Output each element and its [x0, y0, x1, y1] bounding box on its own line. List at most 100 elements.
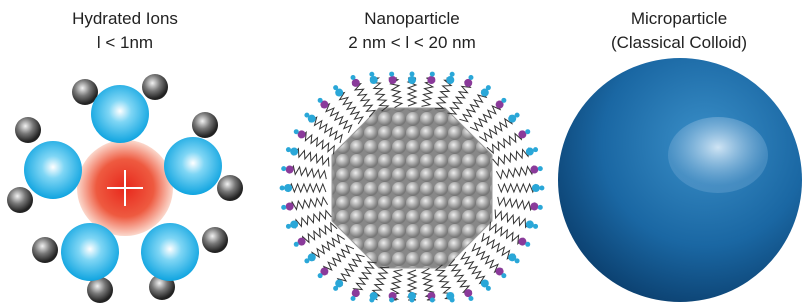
- nanoparticle: [280, 72, 545, 303]
- ligand-chain: [290, 197, 327, 210]
- ligand-chain: [498, 184, 536, 192]
- ligand-tip: [286, 224, 291, 229]
- panel-size: (Classical Colloid): [611, 33, 747, 52]
- ligand-head: [530, 166, 538, 174]
- ligand-tip: [515, 113, 520, 118]
- ligand-tip: [430, 298, 435, 303]
- ligand-tip: [533, 224, 538, 229]
- ligand-tip: [538, 166, 543, 171]
- ligand-tip: [304, 258, 309, 263]
- ligand-tip: [333, 286, 338, 291]
- ligand-tip: [525, 129, 530, 134]
- ligand-tip: [486, 286, 491, 291]
- ligand-chain: [288, 184, 326, 192]
- ligand-head: [446, 76, 454, 84]
- ligand-head: [427, 76, 435, 84]
- ligand-chain: [293, 149, 329, 167]
- ligand-head: [352, 289, 360, 297]
- panel-size: 2 nm < l < 20 nm: [348, 33, 476, 52]
- ligand-head: [530, 202, 538, 210]
- ligand-tip: [410, 72, 415, 77]
- water-oxygen: [91, 85, 149, 143]
- ligand-tip: [389, 72, 394, 77]
- ligand-head: [464, 289, 472, 297]
- ligand-tip: [280, 186, 285, 191]
- ligand-tip: [468, 296, 473, 301]
- water-hydrogen: [202, 227, 228, 253]
- ligand-chain: [479, 115, 512, 141]
- ligand-head: [464, 79, 472, 87]
- water-hydrogen: [192, 112, 218, 138]
- ligand-chain: [312, 235, 345, 261]
- ligand-head: [532, 184, 540, 192]
- ligand-chain: [493, 148, 529, 166]
- ligand-chain: [495, 210, 531, 228]
- ligand-chain: [496, 166, 533, 179]
- ligand-tip: [351, 296, 356, 301]
- ligand-head: [526, 148, 534, 156]
- ligand-chain: [449, 259, 472, 292]
- panel-title: Nanoparticle: [364, 9, 459, 28]
- water-hydrogen: [142, 74, 168, 100]
- ligand-chain: [295, 211, 331, 229]
- ligand-tip: [294, 242, 299, 247]
- ligand-tip: [369, 72, 374, 77]
- ligand-tip: [430, 72, 435, 77]
- ligand-head: [284, 184, 292, 192]
- water-oxygen: [61, 223, 119, 281]
- ligand-tip: [450, 72, 455, 77]
- ligand-head: [518, 130, 526, 138]
- hydrated-ion: [7, 74, 243, 303]
- water-oxygen: [24, 141, 82, 199]
- ligand-chain: [336, 93, 363, 124]
- sphere: [558, 58, 802, 302]
- ligand-head: [286, 166, 294, 174]
- ligand-tip: [304, 113, 309, 118]
- panel-size: l < 1nm: [97, 33, 153, 52]
- highlight: [668, 117, 768, 193]
- ligand-tip: [538, 205, 543, 210]
- ligand-head: [290, 220, 298, 228]
- water-hydrogen: [217, 175, 243, 201]
- ligand-tip: [450, 298, 455, 303]
- ligand-head: [352, 79, 360, 87]
- panel-title: Microparticle: [631, 9, 727, 28]
- ligand-tip: [281, 205, 286, 210]
- ligand-chain: [498, 197, 535, 210]
- ligand-tip: [486, 85, 491, 90]
- ligand-chain: [303, 223, 338, 245]
- ligand-chain: [461, 252, 488, 283]
- ligand-head: [286, 202, 294, 210]
- ligand-tip: [369, 298, 374, 303]
- ligand-tip: [286, 147, 291, 152]
- core: [332, 108, 492, 268]
- ligand-tip: [501, 98, 506, 103]
- ligand-tip: [351, 75, 356, 80]
- ligand-tip: [515, 258, 520, 263]
- water-hydrogen: [32, 237, 58, 263]
- ligand-chain: [289, 166, 326, 179]
- ligand-tip: [333, 85, 338, 90]
- ligand-tip: [468, 75, 473, 80]
- ligand-head: [526, 220, 534, 228]
- ligand-tip: [525, 242, 530, 247]
- water-hydrogen: [15, 117, 41, 143]
- ligand-tip: [318, 273, 323, 278]
- ligand-tip: [539, 186, 544, 191]
- ligand-chain: [487, 131, 522, 153]
- ligand-tip: [281, 166, 286, 171]
- ligand-tip: [318, 98, 323, 103]
- ligand-head: [298, 238, 306, 246]
- ligand-tip: [410, 298, 415, 303]
- water-oxygen: [164, 137, 222, 195]
- ligand-head: [408, 76, 416, 84]
- panel-title: Hydrated Ions: [72, 9, 178, 28]
- water-oxygen: [141, 223, 199, 281]
- ligand-head: [290, 148, 298, 156]
- ligand-tip: [294, 129, 299, 134]
- ligand-head: [298, 130, 306, 138]
- ligand-tip: [389, 298, 394, 303]
- ligand-tip: [533, 147, 538, 152]
- ligand-chain: [352, 84, 375, 117]
- ligand-tip: [501, 273, 506, 278]
